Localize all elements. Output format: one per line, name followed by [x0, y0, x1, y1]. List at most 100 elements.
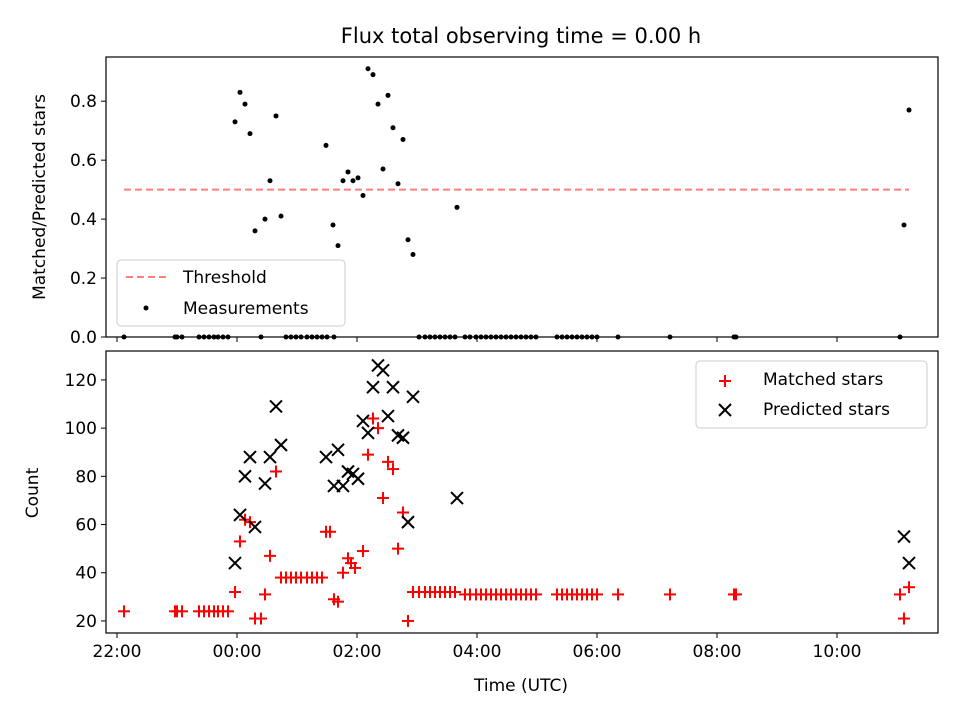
- matched-star-marker: [664, 588, 676, 601]
- matched-star-marker: [259, 588, 271, 601]
- predicted-star-marker: [238, 469, 252, 484]
- measurement-point: [247, 131, 253, 137]
- measurement-point: [405, 237, 411, 243]
- predicted-star-marker: [248, 520, 262, 534]
- matched-star-marker: [229, 586, 241, 599]
- bottom-x-tick-label: 06:00: [573, 642, 622, 662]
- measurement-point: [340, 178, 346, 184]
- predicted-star-marker: [366, 380, 380, 394]
- top-y-tick-label: 0.6: [70, 151, 97, 171]
- bottom-panel: 22:00 00:00 02:00 04:00 06:00 08:00 10:00 20 40…: [23, 350, 939, 696]
- bottom-x-tick-label: 10:00: [813, 642, 862, 662]
- bottom-legend: Matched stars Predicted stars: [695, 360, 928, 429]
- predicted-star-marker: [406, 390, 420, 404]
- predicted-star-marker: [356, 414, 370, 428]
- bottom-x-ticks: 22:00 00:00 02:00 04:00 06:00 08:00 10:00: [93, 633, 862, 662]
- predicted-star-marker: [351, 472, 365, 486]
- matched-star-marker: [332, 595, 344, 608]
- bottom-x-tick-label: 02:00: [333, 642, 382, 662]
- bottom-x-axis-label: Time (UTC): [473, 676, 568, 696]
- matched-star-marker: [612, 588, 624, 601]
- matched-star-marker: [255, 612, 267, 625]
- top-y-tick-label: 0.4: [70, 210, 97, 230]
- measurement-point: [232, 119, 238, 125]
- matched-star-marker: [402, 614, 414, 627]
- predicted-star-marker: [263, 450, 277, 464]
- bottom-y-tick-label: 20: [75, 612, 97, 632]
- predicted-star-marker: [897, 529, 911, 544]
- top-y-axis-label: Matched/Predicted stars: [30, 94, 50, 300]
- measurement-point: [906, 107, 912, 113]
- matched-star-marker: [357, 545, 369, 558]
- top-plot-area: [121, 66, 912, 340]
- top-legend: Threshold Measurements: [116, 259, 346, 327]
- top-y-tick-label: 0.8: [70, 92, 97, 112]
- measurement-point: [410, 251, 416, 257]
- bottom-plot-area: [118, 358, 916, 627]
- matched-star-marker: [324, 525, 336, 538]
- matched-star-marker: [377, 492, 389, 505]
- matched-star-marker: [449, 586, 461, 599]
- measurement-point: [380, 166, 386, 172]
- predicted-star-marker: [243, 450, 257, 464]
- matched-star-marker: [234, 535, 246, 548]
- matched-star-marker: [903, 581, 915, 594]
- top-x-ticks: [116, 337, 838, 342]
- measurement-point: [365, 66, 371, 72]
- top-y-tick-label: 0.2: [70, 269, 97, 289]
- predicted-star-marker: [401, 515, 415, 529]
- bottom-y-axis-label: Count: [23, 467, 43, 518]
- top-chart-title: Flux total observing time = 0.00 h: [341, 24, 701, 48]
- matched-star-marker: [392, 542, 404, 555]
- top-y-ticks: 0.0 0.2 0.4 0.6 0.8: [70, 92, 106, 348]
- measurement-point: [395, 181, 401, 187]
- bottom-x-tick-label: 00:00: [213, 642, 262, 662]
- measurement-point: [262, 216, 268, 222]
- predicted-star-marker: [319, 450, 333, 464]
- measurement-point: [385, 92, 391, 98]
- bottom-y-tick-label: 60: [75, 516, 97, 536]
- measurement-point: [323, 142, 329, 148]
- legend-threshold-label: Threshold: [182, 268, 267, 288]
- matched-star-marker: [387, 463, 399, 476]
- bottom-y-ticks: 20 40 60 80 100 120: [65, 371, 106, 632]
- measurement-point: [355, 175, 361, 181]
- top-panel: 0.0 0.2 0.4 0.6 0.8 Flux total observing tim…: [30, 24, 939, 348]
- bottom-y-tick-label: 80: [75, 467, 97, 487]
- predicted-star-marker: [902, 556, 916, 570]
- matched-star-marker: [367, 412, 379, 425]
- bottom-x-tick-label: 22:00: [93, 642, 142, 662]
- legend-matched-label: Matched stars: [763, 370, 883, 390]
- predicted-star-marker: [336, 479, 350, 493]
- measurement-point: [252, 228, 258, 234]
- legend-measurements-swatch: [143, 305, 149, 311]
- matched-star-marker: [176, 605, 188, 618]
- measurement-point: [360, 193, 366, 199]
- measurement-point: [454, 204, 460, 210]
- matched-star-marker: [382, 455, 394, 468]
- top-axes-frame: [105, 56, 939, 338]
- measurement-point: [278, 213, 284, 219]
- bottom-y-tick-label: 120: [65, 371, 97, 391]
- matched-star-marker: [264, 549, 276, 562]
- predicted-star-marker: [269, 399, 283, 414]
- measurement-point: [242, 101, 248, 107]
- top-legend-box: [116, 259, 346, 327]
- bottom-x-tick-label: 04:00: [453, 642, 502, 662]
- predicted-star-marker: [331, 443, 345, 457]
- legend-matched-swatch: [719, 375, 731, 387]
- legend-predicted-label: Predicted stars: [763, 400, 890, 420]
- measurement-point: [375, 101, 381, 107]
- matched-star-marker: [894, 588, 906, 601]
- matched-star-marker: [362, 448, 374, 461]
- predicted-star-marker: [450, 491, 464, 505]
- measurement-point: [345, 169, 351, 175]
- predicted-star-marker: [258, 476, 272, 491]
- matched-star-marker: [337, 566, 349, 579]
- predicted-star-marker: [396, 431, 410, 445]
- measurement-point: [267, 178, 273, 184]
- bottom-axes-frame: [105, 350, 939, 634]
- predicted-star-marker: [376, 363, 390, 377]
